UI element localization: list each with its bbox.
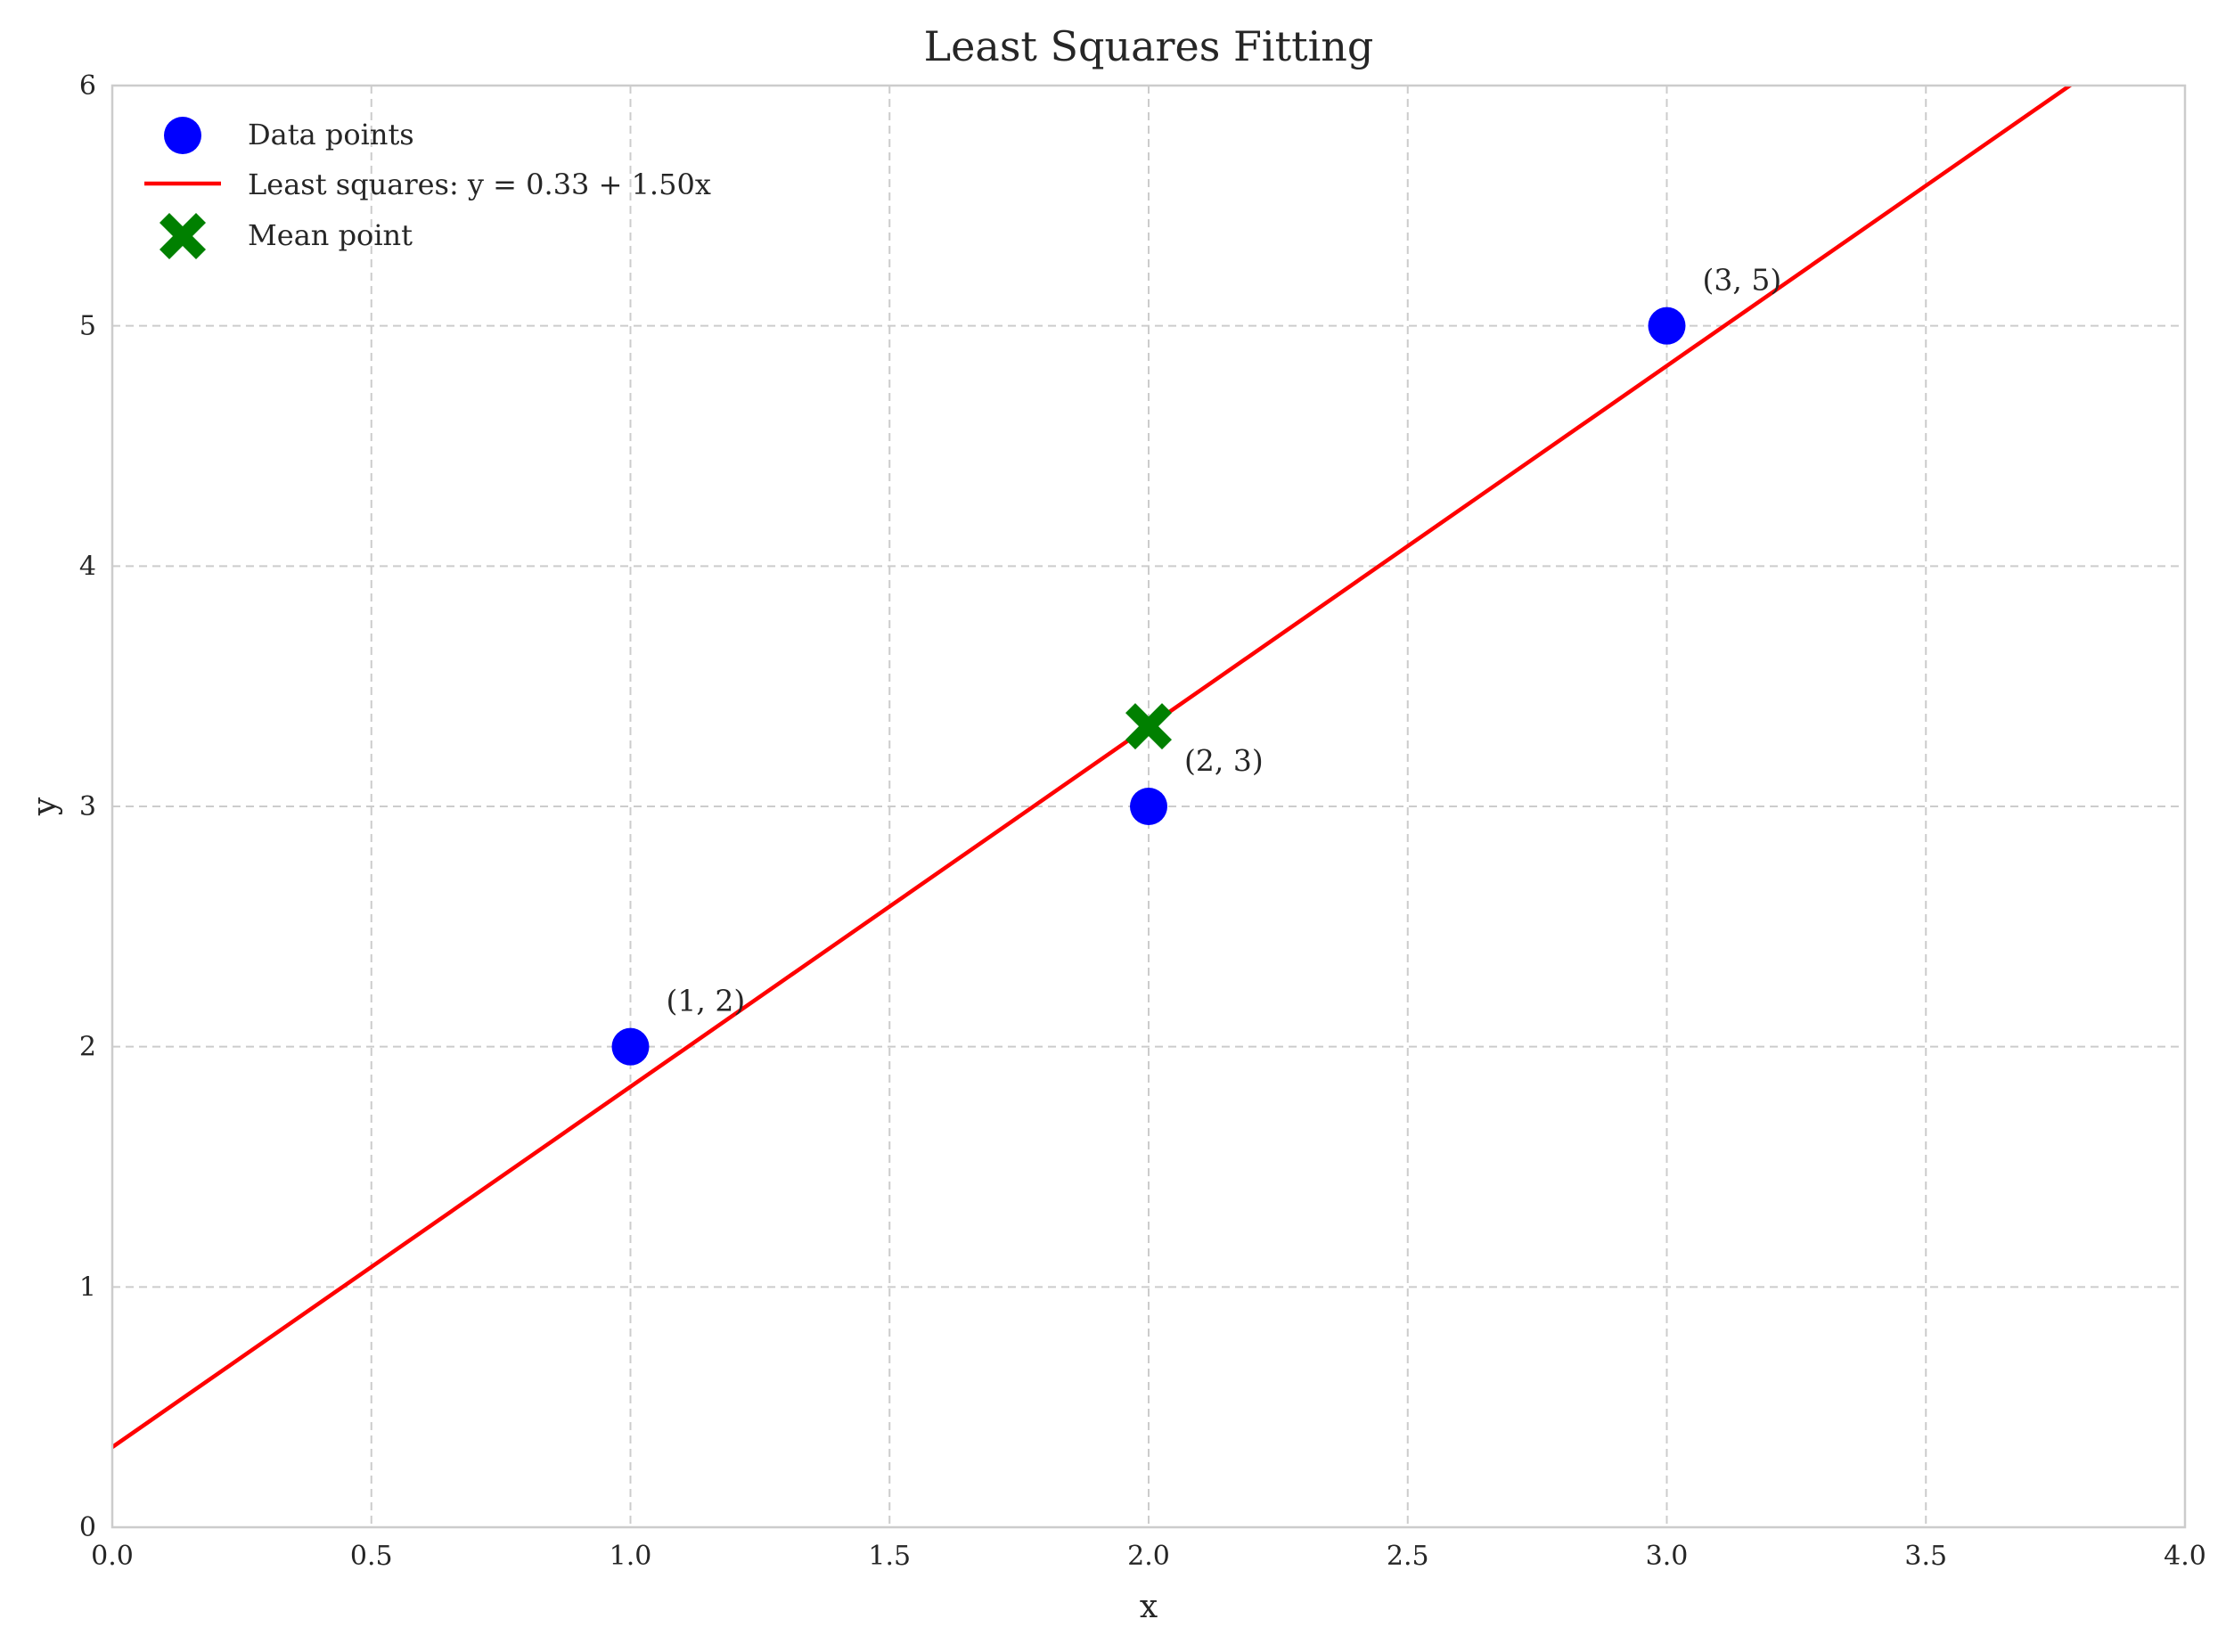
tick-labels: 0.0 0.5 1.0 1.5 2.0 2.5 3.0 3.5 4.0 0 1 2 3 4 5 6	[79, 70, 2206, 1572]
x-tick-label: 3.5	[1904, 1541, 1947, 1572]
data-point	[1130, 788, 1167, 825]
chart-title: Least Squares Fitting	[924, 22, 1374, 70]
mean-point-shape	[1125, 703, 1172, 750]
y-tick-label: 6	[79, 70, 96, 102]
x-tick-label: 0.5	[350, 1541, 393, 1572]
legend: Data points Least squares: y = 0.33 + 1.…	[144, 117, 711, 259]
legend-label-mean-point: Mean point	[248, 218, 413, 252]
plot-frame	[110, 84, 2187, 1529]
legend-marker-mean-point	[160, 213, 206, 259]
point-annotation: (2, 3)	[1184, 743, 1264, 778]
point-annotation: (3, 5)	[1703, 263, 1782, 298]
point-annotations: (1, 2) (2, 3) (3, 5)	[667, 263, 1782, 1018]
data-point	[611, 1027, 650, 1066]
legend-label-data-points: Data points	[248, 118, 414, 151]
x-tick-label: 1.0	[610, 1541, 652, 1572]
legend-marker-data-points	[164, 117, 201, 154]
y-tick-label: 0	[79, 1512, 96, 1543]
y-axis-label: y	[27, 797, 63, 816]
x-axis-label: x	[1140, 1589, 1158, 1625]
x-tick-label: 0.0	[91, 1541, 134, 1572]
y-tick-label: 2	[79, 1032, 96, 1063]
legend-label-least-squares: Least squares: y = 0.33 + 1.50x	[248, 168, 711, 201]
point-annotation: (1, 2)	[667, 984, 746, 1018]
plot-markers	[611, 307, 1686, 1066]
y-tick-label: 4	[79, 551, 96, 582]
x-tick-label: 2.0	[1127, 1541, 1170, 1572]
y-tick-label: 3	[79, 791, 96, 822]
x-tick-label: 2.5	[1387, 1541, 1429, 1572]
y-tick-label: 5	[79, 311, 96, 342]
x-tick-label: 1.5	[868, 1541, 911, 1572]
data-point	[1648, 307, 1686, 345]
x-tick-label: 4.0	[2164, 1541, 2206, 1572]
y-tick-label: 1	[79, 1272, 96, 1303]
mean-point-marker	[1125, 703, 1172, 750]
x-tick-label: 3.0	[1646, 1541, 1689, 1572]
